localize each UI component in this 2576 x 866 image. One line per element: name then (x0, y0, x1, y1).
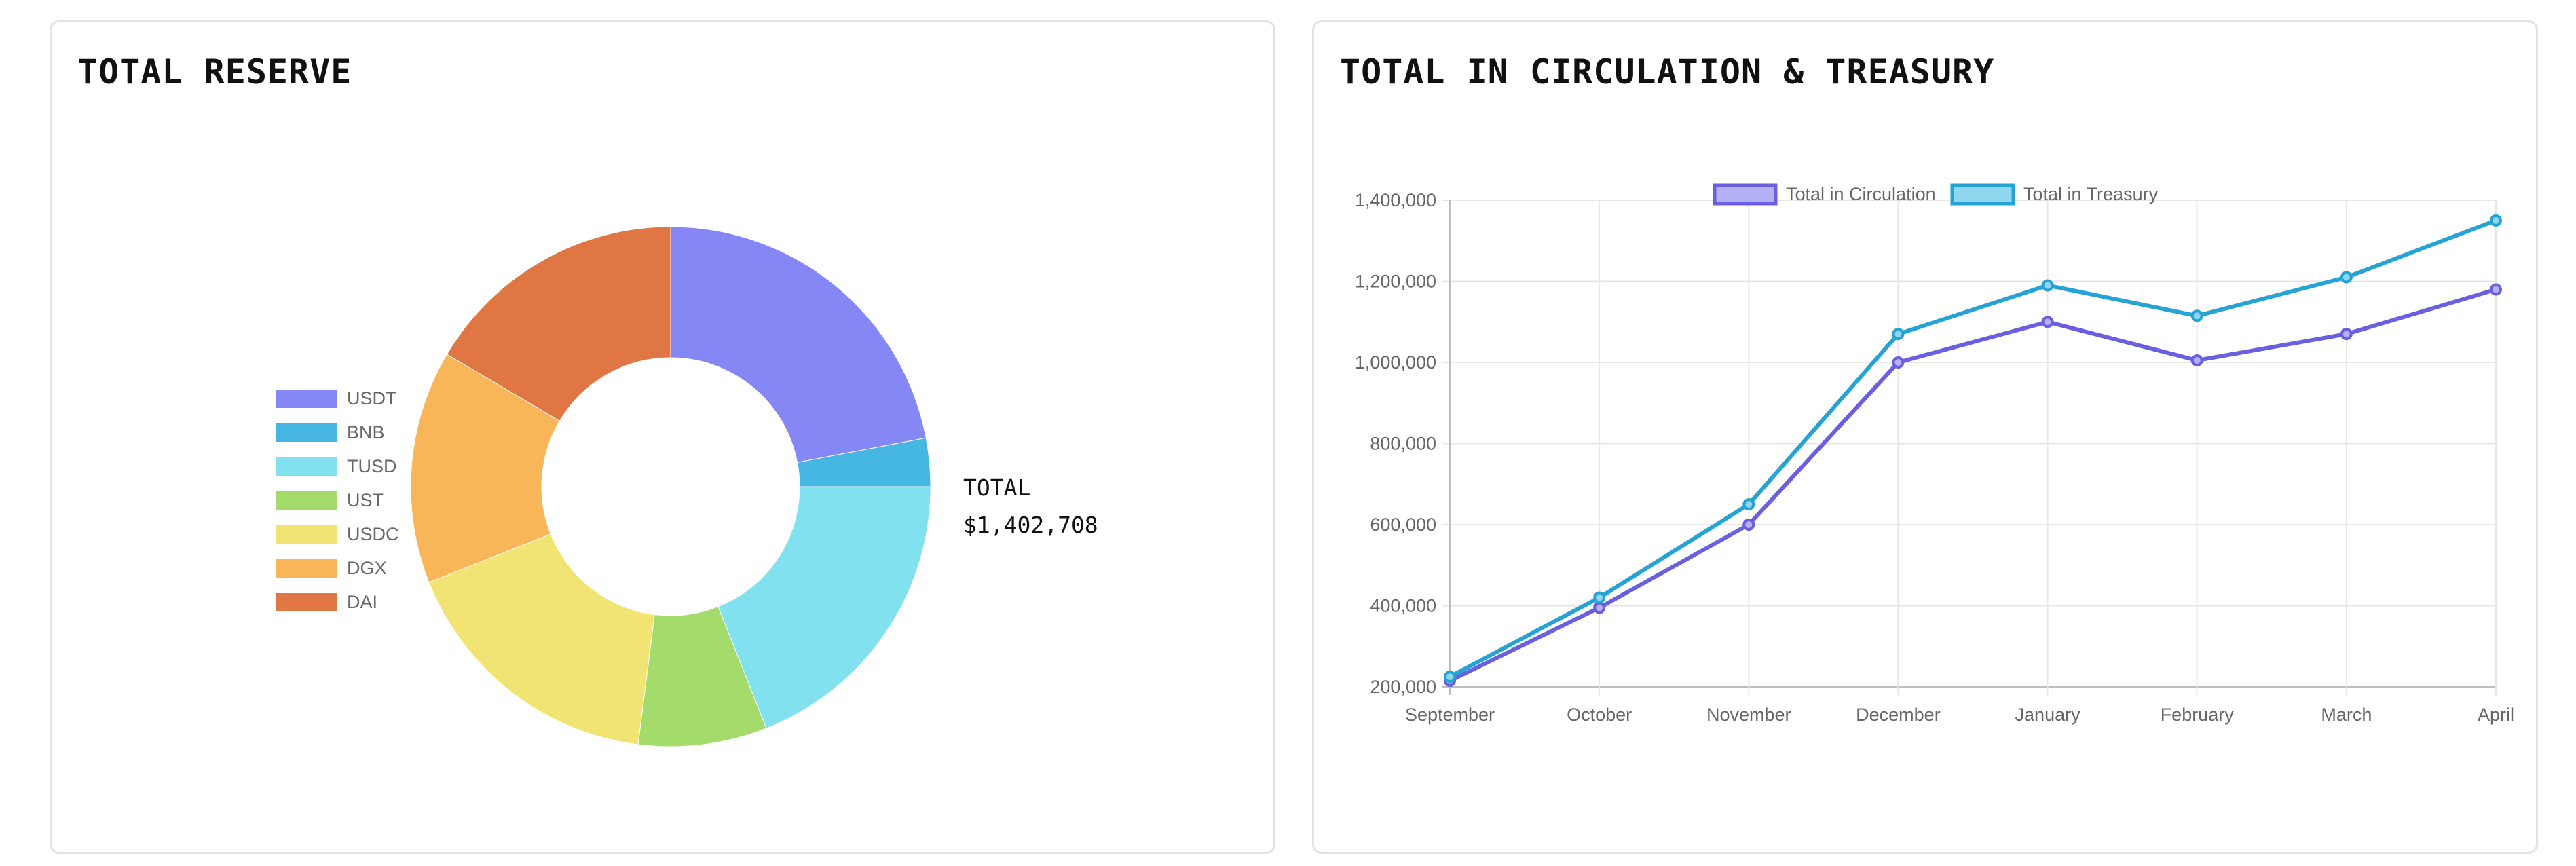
y-tick-label: 400,000 (1370, 596, 1436, 616)
y-tick-label: 1,200,000 (1355, 271, 1436, 292)
legend-swatch-usdt[interactable] (276, 390, 337, 408)
y-tick-label: 600,000 (1370, 514, 1436, 535)
data-point-total-in-treasury[interactable] (1892, 328, 1905, 341)
legend-label-tusd[interactable]: TUSD (347, 456, 397, 476)
y-tick-label: 800,000 (1370, 434, 1436, 454)
series-line-total-in-treasury[interactable] (1449, 219, 2497, 679)
series-line-total-in-circulation[interactable] (1449, 287, 2497, 683)
legend-swatch-tusd[interactable] (276, 457, 337, 476)
data-point-total-in-circulation[interactable] (2340, 328, 2353, 341)
data-point-total-in-circulation[interactable] (1593, 601, 1606, 614)
y-tick-label: 200,000 (1370, 677, 1436, 697)
x-tick-label: October (1567, 704, 1632, 725)
x-tick-label: March (2321, 704, 2372, 725)
data-point-total-in-circulation[interactable] (2490, 283, 2502, 296)
data-point-total-in-treasury[interactable] (1593, 591, 1606, 604)
legend-swatch-usdc[interactable] (276, 525, 337, 544)
legend-swatch-dgx[interactable] (276, 559, 337, 578)
slice-dgx[interactable] (410, 354, 561, 583)
y-tick-label: 1,000,000 (1355, 352, 1436, 373)
data-point-total-in-treasury[interactable] (2190, 309, 2203, 322)
data-point-total-in-treasury[interactable] (2041, 279, 2054, 292)
legend-swatch-total-in-circulation[interactable] (1713, 183, 1778, 206)
legend-swatch-bnb[interactable] (276, 423, 337, 442)
x-tick-label: February (2161, 704, 2235, 725)
legend-label-ust[interactable]: UST (347, 490, 384, 510)
slice-tusd[interactable] (717, 486, 931, 729)
x-tick-label: December (1856, 704, 1941, 725)
circulation-treasury-card: TOTAL IN CIRCULATION & TREASURY 1,400,00… (1312, 20, 2538, 854)
x-tick-label: April (2478, 704, 2514, 725)
data-point-total-in-circulation[interactable] (2041, 316, 2054, 328)
total-reserve-title: TOTAL RESERVE (77, 52, 352, 92)
reserve-total-label: TOTAL (963, 474, 1030, 501)
circulation-treasury-title: TOTAL IN CIRCULATION & TREASURY (1340, 52, 1995, 92)
data-point-total-in-circulation[interactable] (1892, 356, 1905, 369)
legend-swatch-total-in-treasury[interactable] (1950, 183, 2015, 206)
data-point-total-in-circulation[interactable] (1742, 519, 1755, 531)
legend-label-bnb[interactable]: BNB (347, 422, 385, 443)
legend-label-usdt[interactable]: USDT (347, 388, 397, 409)
data-point-total-in-treasury[interactable] (2340, 271, 2353, 284)
legend-label-dgx[interactable]: DGX (347, 558, 387, 578)
slice-usdt[interactable] (670, 226, 927, 463)
x-tick-label: November (1706, 704, 1791, 725)
reserve-total-value: $1,402,708 (963, 512, 1098, 538)
data-point-total-in-circulation[interactable] (2190, 354, 2203, 367)
total-reserve-card: TOTAL RESERVE USDT BNB TUSD UST USDC DGX DAI T… (50, 20, 1275, 854)
legend-label-dai[interactable]: DAI (347, 592, 377, 612)
x-tick-label: January (2015, 704, 2081, 725)
circulation-treasury-line-chart: 1,400,000 1,200,000 1,000,000 800,000 600,00… (1355, 183, 2514, 725)
legend-label-total-in-treasury[interactable]: Total in Treasury (2023, 184, 2159, 204)
data-point-total-in-treasury[interactable] (1444, 671, 1456, 683)
slice-dai[interactable] (446, 226, 671, 421)
x-tick-label: September (1405, 704, 1495, 725)
legend-label-usdc[interactable]: USDC (347, 524, 399, 544)
reserve-doughnut-chart: USDT BNB TUSD UST USDC DGX DAI TOTAL $1,402,70… (276, 226, 1098, 747)
legend-swatch-dai[interactable] (276, 593, 337, 611)
slice-usdc[interactable] (428, 533, 655, 745)
y-tick-label: 1,400,000 (1355, 190, 1436, 210)
legend-label-total-in-circulation[interactable]: Total in Circulation (1786, 184, 1936, 204)
data-point-total-in-treasury[interactable] (2490, 214, 2502, 227)
legend-swatch-ust[interactable] (276, 491, 337, 510)
data-point-total-in-treasury[interactable] (1742, 498, 1755, 511)
